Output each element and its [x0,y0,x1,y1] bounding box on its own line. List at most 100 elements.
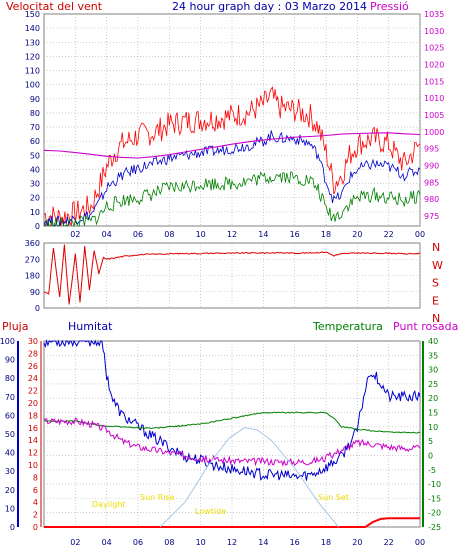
right-tick-label: 980 [424,195,439,204]
right-tick-label: 1030 [424,27,444,36]
wind_min-line [43,171,421,228]
x-tick-label: 20 [352,538,362,547]
right-tick-label: 990 [424,161,439,170]
temp-tick-label: 20 [428,394,438,403]
rain-tick-label: 26 [28,362,38,371]
left-tick-label: 40 [30,165,40,174]
temp-tick-label: -20 [428,509,441,518]
left-tick-label: 140 [25,24,40,33]
left-tick-label: 60 [30,137,40,146]
wind_gust-line [43,86,421,227]
x-tick-label: 12 [227,538,237,547]
left-tick-label: 0 [35,304,40,313]
left-tick-label: 0 [35,222,40,231]
pressure-label: Pressió [370,0,409,13]
right-tick-label: 1005 [424,111,444,120]
rain-tick-label: 8 [33,473,38,482]
direction-series [43,244,421,305]
right-tick-label: 995 [424,145,439,154]
compass-label: N [432,312,440,325]
wind_avg-line [43,130,421,227]
humidity-tick-label: 100 [0,337,15,346]
rain-tick-label: 12 [28,449,38,458]
rain-tick-label: 6 [33,486,38,495]
x-tick-label: 16 [290,230,300,239]
x-tick-label: 04 [102,538,112,547]
compass-label: N [432,241,440,254]
compass-label: S [432,277,439,290]
left-tick-label: 70 [30,123,40,132]
direction-line [43,244,421,305]
rain-tick-label: 2 [33,511,38,520]
left-tick-label: 100 [25,81,40,90]
daylight-annotation: Daylight [92,500,126,509]
lowtide-annotation: Lowtide [195,507,226,516]
right-tick-label: 985 [424,178,439,187]
temperature-line [43,411,421,434]
left-tick-label: 80 [30,109,40,118]
temp-tick-label: 35 [428,351,438,360]
humidity-tick-label: 30 [5,467,15,476]
x-tick-label: 18 [321,230,331,239]
humidity-tick-label: 90 [5,356,15,365]
left-tick-label: 180 [25,272,40,281]
rain-tick-label: 24 [28,374,38,383]
rain-tick-label: 18 [28,411,38,420]
pressure-line [43,132,421,159]
rain-tick-label: 4 [33,498,38,507]
right-tick-label: 975 [424,212,439,221]
left-tick-label: 90 [30,95,40,104]
x-tick-label: 10 [196,230,206,239]
x-tick-label: 00 [415,230,425,239]
x-tick-label: 02 [70,538,80,547]
compass-label: E [432,294,439,307]
left-tick-label: 110 [25,67,40,76]
dewpoint-label: Punt rosada [393,320,458,333]
left-tick-label: 150 [25,10,40,19]
x-tick-label: 12 [227,230,237,239]
dewpoint-line [43,417,421,467]
x-tick-label: 00 [415,538,425,547]
rain-tick-label: 20 [28,399,38,408]
right-tick-label: 1035 [424,10,444,19]
rain-tick-label: 28 [28,349,38,358]
x-tick-label: 04 [102,230,112,239]
temp-tick-label: -15 [428,494,441,503]
rain-tick-label: 30 [28,337,38,346]
rain-line [44,517,420,528]
x-tick-label: 06 [133,538,143,547]
compass-label: W [432,259,443,272]
wind-pressure-grid [43,13,421,227]
right-tick-label: 1020 [424,60,444,69]
rain-tick-label: 14 [28,436,38,445]
rain-label: Pluja [2,320,28,333]
humidity-tick-label: 80 [5,374,15,383]
rain-tick-label: 16 [28,424,38,433]
humidity-tick-label: 50 [5,430,15,439]
right-tick-label: 1010 [424,94,444,103]
left-tick-label: 20 [30,194,40,203]
x-tick-label: 22 [384,538,394,547]
sunrise-annotation: Sun Rise [140,493,175,502]
humidity-tick-label: 60 [5,411,15,420]
x-tick-label: 14 [258,230,268,239]
left-tick-label: 270 [25,255,40,264]
temperature-label: Temperatura [312,320,383,333]
x-tick-label: 22 [384,230,394,239]
x-tick-label: 06 [133,230,143,239]
temp-tick-label: -25 [428,523,441,532]
right-tick-label: 1015 [424,77,444,86]
temp-tick-label: 5 [428,437,433,446]
rain-tick-label: 0 [33,523,38,532]
x-tick-label: 20 [352,230,362,239]
temp-tick-label: 40 [428,337,438,346]
left-tick-label: 360 [25,239,40,248]
x-tick-label: 10 [196,538,206,547]
humidity-tick-label: 40 [5,449,15,458]
rain-tick-label: 10 [28,461,38,470]
temp-tick-label: -10 [428,480,441,489]
temp-tick-label: 10 [428,423,438,432]
